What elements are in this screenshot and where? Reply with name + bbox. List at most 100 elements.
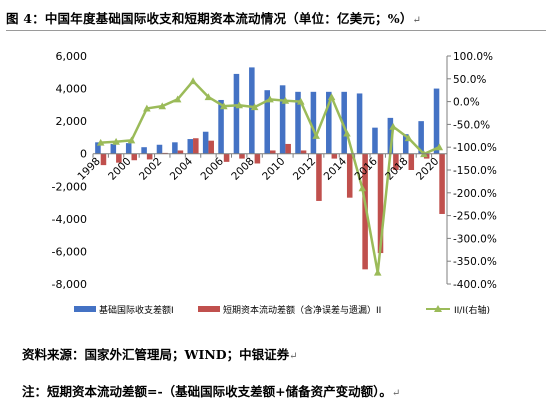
- y2-tick-label: 0.0%: [453, 97, 480, 109]
- ratio-point: [204, 93, 213, 101]
- y-tick-label: -6,000: [52, 245, 87, 258]
- bar-short-term-flow: [439, 153, 445, 214]
- ratio-point: [327, 93, 336, 101]
- bar-basic-bop: [341, 91, 347, 154]
- note-text: 注：短期资本流动差额=-（基础国际收支差额+储备资产变动额）。: [22, 384, 392, 399]
- bar-short-term-flow: [254, 153, 261, 164]
- source-text: 资料来源：国家外汇管理局；WIND；中银证券: [22, 347, 290, 362]
- bop-chart: 6,000 4,000 2,000 0 -2,000 -4,000 -6,000 -8,000…: [52, 50, 497, 316]
- note-line: 注：短期资本流动差额=-（基础国际收支差额+储备资产变动额）。↵: [22, 381, 400, 400]
- return-mark-icon: ↵: [391, 388, 401, 399]
- chart-bars: [95, 67, 445, 270]
- bar-short-term-flow: [193, 138, 199, 154]
- ratio-point: [373, 268, 382, 276]
- bar-short-term-flow: [300, 150, 307, 154]
- ratio-point: [389, 122, 397, 130]
- y2-tick-label: -200.0%: [453, 188, 497, 200]
- return-mark-icon: ↵: [412, 15, 422, 26]
- bar-basic-bop: [110, 143, 117, 154]
- y-tick-label: -4,000: [52, 213, 87, 226]
- chart-legend: 基础国际收支差额I 短期资本流动差额（含净误差与遗漏）II II/I(右轴): [74, 304, 490, 316]
- y2-tick-label: 100.0%: [453, 51, 493, 63]
- ratio-point: [266, 95, 274, 103]
- y2-tick-label: -300.0%: [453, 233, 497, 245]
- x-tick-label: 2020: [414, 155, 441, 182]
- bar-basic-bop: [172, 142, 178, 154]
- ratio-point: [220, 102, 228, 110]
- ratio-point: [296, 97, 305, 105]
- figure-title-text: 图 4：中国年度基础国际收支和短期资本流动情况（单位：亿美元；%）: [6, 11, 413, 26]
- x-tick-label: 2018: [383, 155, 410, 182]
- bar-short-term-flow: [346, 153, 353, 198]
- bar-short-term-flow: [131, 153, 138, 161]
- bar-short-term-flow: [116, 153, 122, 163]
- chart-ratio-line: [96, 77, 444, 276]
- ratio-point: [127, 136, 136, 144]
- bar-basic-bop: [326, 91, 332, 154]
- y-tick-label: 2,000: [56, 115, 88, 128]
- bar-short-term-flow: [223, 153, 230, 162]
- ratio-point: [158, 102, 167, 110]
- bar-short-term-flow: [316, 153, 322, 201]
- bar-basic-bop: [418, 121, 424, 154]
- x-tick-label: 2010: [260, 155, 287, 182]
- ratio-point: [112, 137, 120, 145]
- y2-tick-label: -400.0%: [453, 279, 497, 291]
- figure-title: 图 4：中国年度基础国际收支和短期资本流动情况（单位：亿美元；%）↵: [6, 8, 551, 27]
- bar-basic-bop: [372, 127, 378, 154]
- ratio-point: [235, 101, 244, 109]
- x-tick-label: 2002: [137, 155, 164, 182]
- y-tick-label: 4,000: [56, 83, 88, 96]
- ratio-point: [404, 134, 413, 142]
- y2-tick-label: -350.0%: [453, 256, 497, 268]
- y2-tick-label: -100.0%: [453, 142, 497, 154]
- bar-short-term-flow: [362, 153, 368, 270]
- legend-swatch-short: [198, 306, 220, 312]
- ratio-point: [343, 129, 351, 137]
- bar-basic-bop: [310, 91, 317, 154]
- bar-basic-bop: [356, 93, 363, 154]
- ratio-point: [173, 95, 182, 103]
- ratio-point: [143, 104, 151, 112]
- ratio-point: [281, 96, 290, 104]
- x-tick-label: 2000: [106, 155, 133, 182]
- bar-short-term-flow: [393, 153, 399, 170]
- bar-basic-bop: [202, 131, 209, 154]
- x-tick-label: 2006: [199, 155, 227, 183]
- legend-label-basic: 基础国际收支差额I: [99, 304, 174, 316]
- bar-short-term-flow: [146, 153, 153, 160]
- y2-tick-label: -250.0%: [453, 211, 497, 223]
- y-tick-label: -2,000: [52, 180, 87, 193]
- legend-marker-ratio: [434, 305, 442, 312]
- x-tick-label: 2014: [322, 155, 350, 183]
- ratio-point: [312, 132, 320, 139]
- ratio-point: [250, 103, 259, 111]
- bar-short-term-flow: [239, 153, 245, 159]
- bar-short-term-flow: [208, 140, 214, 154]
- y-tick-label: -8,000: [52, 278, 87, 291]
- y-tick-label: 0: [80, 148, 87, 161]
- legend-label-short: 短期资本流动差额（含净误差与遗漏）II: [223, 304, 381, 316]
- source-line: 资料来源：国家外汇管理局；WIND；中银证券↵: [22, 344, 298, 363]
- bar-basic-bop: [218, 99, 224, 154]
- bar-short-term-flow: [177, 150, 184, 154]
- return-mark-icon: ↵: [289, 351, 298, 362]
- bar-short-term-flow: [270, 150, 276, 154]
- bar-basic-bop: [249, 67, 255, 154]
- bar-basic-bop: [279, 85, 286, 154]
- x-tick-label: 2012: [291, 155, 318, 182]
- bar-basic-bop: [433, 88, 440, 154]
- legend-swatch-basic: [74, 306, 96, 312]
- y-tick-label: 6,000: [56, 50, 88, 63]
- bar-short-term-flow: [285, 143, 291, 154]
- x-tick-label: 2008: [229, 155, 256, 182]
- bar-basic-bop: [141, 147, 147, 154]
- x-tick-label: 2004: [168, 155, 196, 183]
- bar-short-term-flow: [100, 153, 107, 166]
- title-divider: [6, 30, 546, 31]
- bar-short-term-flow: [377, 153, 384, 254]
- y2-tick-label: 50.0%: [453, 74, 486, 86]
- bar-basic-bop: [125, 143, 132, 154]
- bar-short-term-flow: [331, 153, 338, 159]
- bar-basic-bop: [95, 142, 101, 154]
